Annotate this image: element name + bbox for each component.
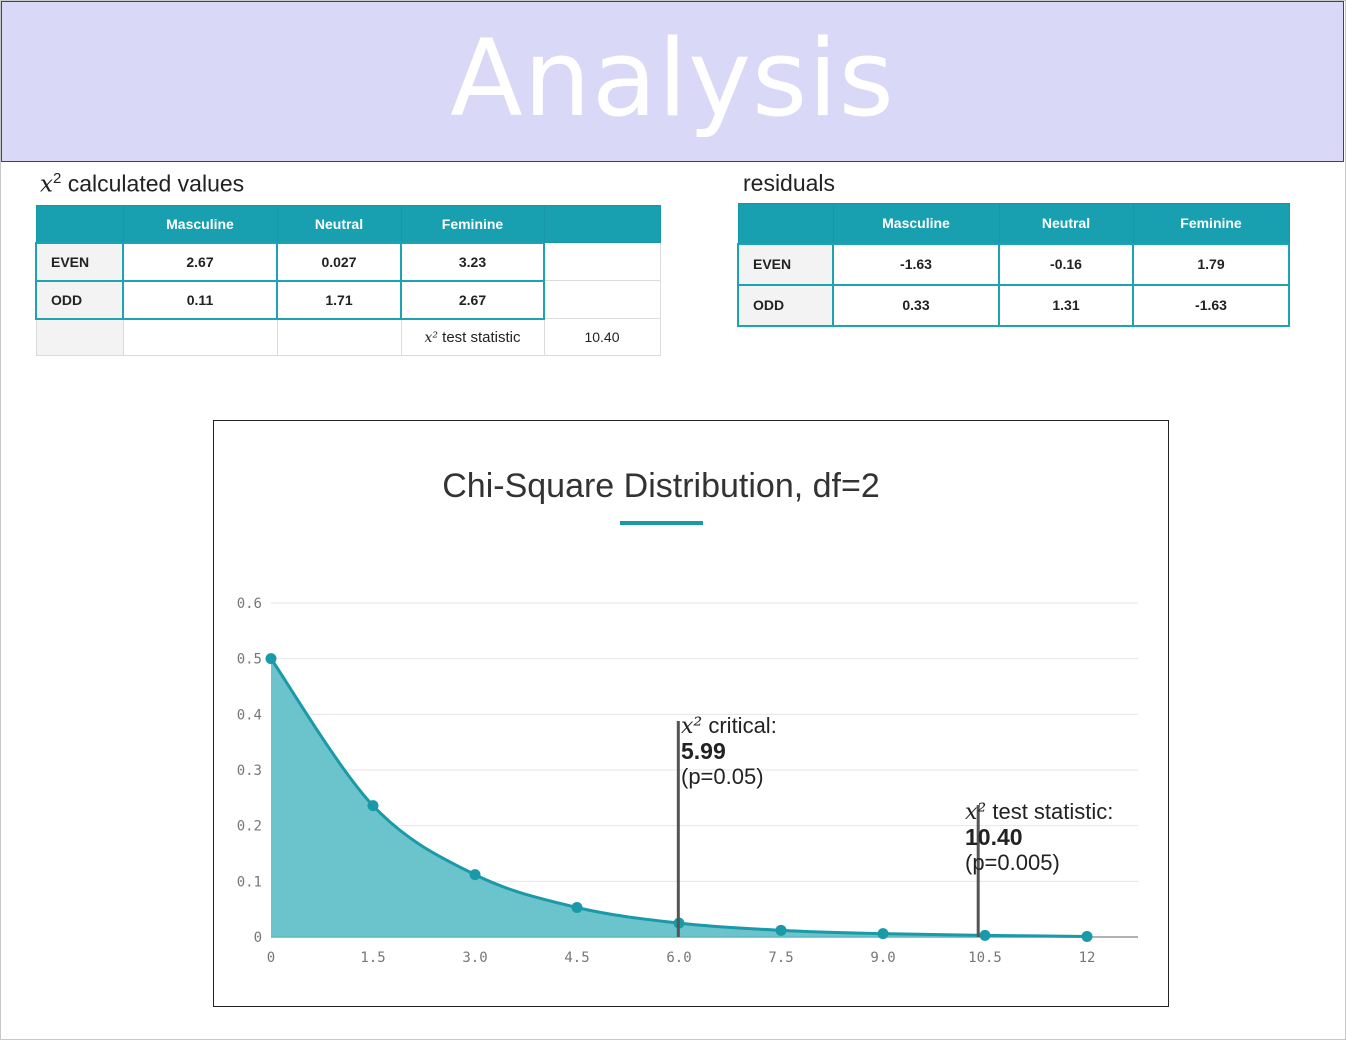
test-stat-symbol: x² bbox=[424, 329, 438, 346]
table-cell: 1.31 bbox=[998, 283, 1134, 327]
x-tick-label: 6.0 bbox=[666, 950, 691, 966]
residuals-header-row: Masculine Neutral Feminine bbox=[737, 203, 1290, 244]
row-label: EVEN bbox=[737, 242, 834, 286]
x-tick-label: 1.5 bbox=[360, 950, 385, 966]
residuals-col-neutral: Neutral bbox=[998, 203, 1134, 244]
table-cell-empty bbox=[543, 242, 661, 281]
header-banner: Analysis bbox=[1, 1, 1344, 162]
y-tick-label: 0.4 bbox=[237, 707, 262, 723]
critical-annotation: x² critical: 5.99 (p=0.05) bbox=[681, 713, 777, 789]
area-fill bbox=[271, 658, 1087, 937]
chi-symbol: x bbox=[40, 171, 53, 198]
chi-col-neutral: Neutral bbox=[276, 205, 402, 243]
residuals-table: Masculine Neutral Feminine EVEN -1.63 -0… bbox=[737, 203, 1290, 327]
vline-layer bbox=[676, 721, 980, 937]
residuals-col-feminine: Feminine bbox=[1132, 203, 1290, 244]
table-cell-empty bbox=[122, 318, 278, 356]
data-point bbox=[775, 924, 787, 936]
row-label: ODD bbox=[35, 279, 124, 320]
y-tick-label: 0.5 bbox=[237, 652, 262, 668]
row-label: EVEN bbox=[35, 241, 124, 282]
test-annotation: x² test statistic: 10.40 (p=0.005) bbox=[965, 799, 1113, 875]
y-tick-label: 0.6 bbox=[237, 596, 262, 612]
table-cell: -1.63 bbox=[1132, 283, 1290, 327]
table-cell: 1.71 bbox=[276, 279, 402, 320]
critical-symbol: x² bbox=[681, 714, 703, 739]
chi-power: 2 bbox=[52, 170, 62, 187]
chi-values-table: Masculine Neutral Feminine EVEN 2.67 0.0… bbox=[35, 205, 661, 356]
table-cell: 1.79 bbox=[1132, 242, 1290, 286]
table-row: EVEN 2.67 0.027 3.23 bbox=[35, 241, 661, 282]
table-cell: 2.67 bbox=[400, 279, 545, 320]
residuals-col-masculine: Masculine bbox=[832, 203, 1000, 244]
critical-p: (p=0.05) bbox=[681, 764, 764, 789]
critical-value: 5.99 bbox=[681, 738, 726, 764]
x-tick-label: 9.0 bbox=[870, 950, 895, 966]
table-cell: 0.11 bbox=[122, 279, 278, 320]
table-cell-empty bbox=[543, 280, 661, 319]
test-stat-value: 10.40 bbox=[543, 318, 661, 356]
test-symbol: x² bbox=[965, 800, 987, 825]
chi-header-blank bbox=[35, 205, 124, 243]
x-tick-label: 7.5 bbox=[768, 950, 793, 966]
chart-title: Chi-Square Distribution, df=2 bbox=[442, 467, 880, 505]
data-point bbox=[979, 929, 991, 941]
table-cell: 2.67 bbox=[122, 241, 278, 282]
data-point bbox=[1081, 930, 1093, 942]
y-tick-label: 0.2 bbox=[237, 819, 262, 835]
series-line bbox=[269, 657, 1088, 938]
chi-col-masculine: Masculine bbox=[122, 205, 278, 243]
table-row: ODD 0.11 1.71 2.67 bbox=[35, 279, 661, 320]
x-tick-label: 4.5 bbox=[564, 950, 589, 966]
area-layer bbox=[265, 653, 1093, 942]
test-stat-label-cell: x² test statistic bbox=[400, 318, 545, 356]
data-point bbox=[265, 653, 277, 665]
chart-container: Chi-Square Distribution, df=2 0 0.1 0.2 0.3… bbox=[213, 420, 1169, 1007]
page-title: Analysis bbox=[450, 16, 895, 140]
row-label: ODD bbox=[737, 283, 834, 327]
table-cell-empty bbox=[35, 318, 124, 356]
test-value: 10.40 bbox=[965, 824, 1023, 850]
residuals-header-blank bbox=[737, 203, 834, 244]
y-tick-label: 0 bbox=[254, 930, 262, 946]
table-row: EVEN -1.63 -0.16 1.79 bbox=[737, 242, 1290, 286]
data-point bbox=[367, 800, 379, 812]
residuals-caption: residuals bbox=[743, 170, 836, 196]
y-tick-label: 0.3 bbox=[237, 763, 262, 779]
chi-square-chart: Chi-Square Distribution, df=2 0 0.1 0.2 0.3… bbox=[237, 467, 1138, 966]
table-cell: 0.33 bbox=[832, 283, 1000, 327]
test-p: (p=0.005) bbox=[965, 850, 1060, 875]
axis-layer: 0 0.1 0.2 0.3 0.4 0.5 0.6 0 1.5 3.0 4.5 6.0 7.5 9.0 10… bbox=[237, 596, 1096, 966]
chi-header-extra bbox=[543, 205, 661, 243]
x-tick-label: 10.5 bbox=[968, 950, 1002, 966]
table-cell: 0.027 bbox=[276, 241, 402, 282]
x-tick-label: 3.0 bbox=[462, 950, 487, 966]
title-underline bbox=[620, 521, 703, 525]
test-stat-label: test statistic bbox=[442, 328, 521, 346]
table-cell: 3.23 bbox=[400, 241, 545, 282]
chi-caption-text: calculated values bbox=[67, 170, 245, 197]
table-row: ODD 0.33 1.31 -1.63 bbox=[737, 283, 1290, 327]
chi-table-caption: x2 calculated values bbox=[40, 170, 244, 198]
test-stat-row: x² test statistic 10.40 bbox=[35, 318, 661, 356]
data-point bbox=[469, 869, 481, 881]
x-tick-label: 12 bbox=[1079, 950, 1096, 966]
data-point bbox=[877, 928, 889, 940]
table-cell: -0.16 bbox=[998, 242, 1134, 286]
x-tick-label: 0 bbox=[267, 950, 275, 966]
critical-label: critical: bbox=[708, 713, 777, 738]
test-label: test statistic: bbox=[992, 799, 1114, 824]
y-tick-label: 0.1 bbox=[237, 874, 262, 890]
data-point bbox=[571, 901, 583, 913]
table-cell-empty bbox=[276, 318, 402, 356]
chi-header-row: Masculine Neutral Feminine bbox=[35, 205, 661, 243]
table-cell: -1.63 bbox=[832, 242, 1000, 286]
chi-col-feminine: Feminine bbox=[400, 205, 545, 243]
